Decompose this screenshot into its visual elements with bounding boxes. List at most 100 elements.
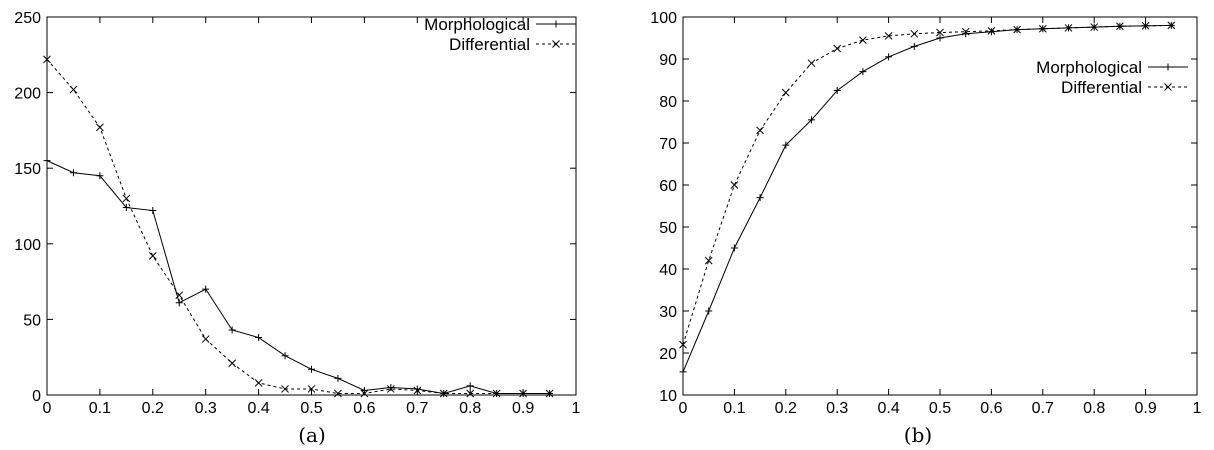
data-point-differential-a xyxy=(122,194,131,203)
x-tick-label-a: 0.5 xyxy=(300,400,322,417)
x-tick-label-b: 0.9 xyxy=(1134,400,1156,417)
y-tick-label-b: 20 xyxy=(659,346,677,363)
y-tick-label-b: 10 xyxy=(659,388,677,405)
x-tick-label-a: 1 xyxy=(572,400,581,417)
data-point-differential-b xyxy=(1064,24,1073,32)
data-point-differential-a xyxy=(228,359,237,368)
data-point-morphological-a xyxy=(413,385,421,393)
data-point-morphological-b xyxy=(910,42,918,50)
data-point-morphological-b xyxy=(987,28,995,36)
x-tick-label-b: 0 xyxy=(679,400,688,417)
caption-a: (a) xyxy=(298,423,326,447)
y-tick-label-b: 60 xyxy=(659,178,677,195)
y-tick-label-b: 50 xyxy=(659,220,677,237)
data-point-differential-b xyxy=(859,36,867,44)
chart-a: 0 50 100 150 200 250 0 0.1 0.2 0.3 0.4 0.5 0.6 0.7 0.8… xyxy=(14,10,580,417)
data-point-morphological-b xyxy=(833,87,841,94)
legend-label-differential-a: Differential xyxy=(449,35,530,54)
data-point-differential-a xyxy=(545,389,554,398)
y-tick-label-a: 0 xyxy=(32,388,41,405)
x-tick-label-b: 1 xyxy=(1193,400,1202,417)
data-point-differential-a xyxy=(175,291,184,300)
data-point-differential-b xyxy=(730,181,739,189)
legend-label-differential-b: Differential xyxy=(1061,78,1142,97)
data-point-differential-a xyxy=(334,389,342,398)
data-point-differential-a xyxy=(492,389,501,398)
data-point-differential-a xyxy=(413,386,422,395)
data-point-differential-b xyxy=(807,59,816,68)
x-tick-label-a: 0.1 xyxy=(89,400,111,417)
x-tick-label-b: 0.2 xyxy=(775,400,797,417)
series-line-morphological-b xyxy=(682,24,1172,373)
y-tick-label-a: 250 xyxy=(14,10,41,27)
y-tick-label-a: 150 xyxy=(14,161,41,178)
data-point-differential-b xyxy=(1167,21,1176,30)
series-line-differential-a xyxy=(46,59,550,394)
y-tick-label-a: 200 xyxy=(14,86,41,103)
data-point-morphological-b xyxy=(756,194,764,202)
data-point-morphological-a xyxy=(466,382,474,390)
data-point-differential-b xyxy=(987,27,996,35)
data-point-differential-a xyxy=(386,385,395,393)
y-tick-label-b: 40 xyxy=(659,262,677,279)
data-point-morphological-a xyxy=(334,374,342,382)
x-tick-label-a: 0.9 xyxy=(512,400,534,417)
data-point-differential-a xyxy=(148,252,157,260)
data-point-morphological-b xyxy=(679,368,687,376)
y-tick-label-b: 30 xyxy=(659,304,677,321)
data-point-morphological-b xyxy=(936,34,944,42)
x-tick-label-b: 0.6 xyxy=(980,400,1002,417)
data-point-differential-b xyxy=(756,126,764,135)
legend-marker-morphological-b xyxy=(1164,63,1172,71)
data-point-morphological-b xyxy=(782,141,790,149)
data-point-differential-b xyxy=(781,88,790,97)
y-tick-label-b: 80 xyxy=(659,94,677,111)
x-tick-label-a: 0 xyxy=(43,400,52,417)
x-tick-label-b: 0.1 xyxy=(723,400,745,417)
x-tick-label-a: 0.4 xyxy=(247,400,269,417)
data-point-differential-a xyxy=(96,123,104,132)
data-point-differential-b xyxy=(833,44,842,53)
series-line-differential-b xyxy=(682,24,1172,345)
data-point-differential-b xyxy=(704,256,713,265)
data-point-differential-a xyxy=(307,385,316,393)
data-point-morphological-a xyxy=(387,383,395,391)
data-point-morphological-a xyxy=(281,352,289,360)
data-point-differential-a xyxy=(360,389,369,398)
data-point-differential-b xyxy=(884,32,893,40)
data-point-differential-a xyxy=(254,379,263,387)
data-point-differential-a xyxy=(201,335,210,343)
data-point-differential-b xyxy=(679,340,687,349)
data-point-morphological-a xyxy=(69,169,77,177)
data-point-morphological-a xyxy=(43,157,51,165)
data-point-differential-a xyxy=(466,389,475,398)
x-tick-label-a: 0.8 xyxy=(459,400,481,417)
data-point-differential-a xyxy=(281,385,289,393)
data-point-differential-b xyxy=(910,29,919,38)
x-tick-label-b: 0.3 xyxy=(826,400,848,417)
legend-marker-differential-a xyxy=(552,40,560,48)
data-point-morphological-b xyxy=(885,53,893,61)
series-line-morphological-a xyxy=(46,160,550,395)
x-tick-label-a: 0.6 xyxy=(353,400,375,417)
legend-label-morphological-a: Morphological xyxy=(424,15,530,34)
data-point-differential-b xyxy=(1090,23,1099,31)
caption-b: (b) xyxy=(904,423,932,447)
data-point-differential-b xyxy=(1038,24,1047,33)
x-tick-label-b: 0.7 xyxy=(1032,400,1054,417)
data-point-morphological-a xyxy=(96,172,104,180)
data-point-differential-b xyxy=(1116,22,1124,31)
data-point-morphological-a xyxy=(175,299,183,307)
data-point-differential-a xyxy=(69,85,78,94)
x-tick-label-a: 0.2 xyxy=(142,400,164,417)
y-tick-label-b: 90 xyxy=(659,52,677,69)
legend-label-morphological-b: Morphological xyxy=(1036,58,1142,77)
x-tick-label-a: 0.7 xyxy=(406,400,428,417)
x-tick-label-a: 0.3 xyxy=(195,400,217,417)
data-point-morphological-b xyxy=(730,244,738,252)
data-point-differential-b xyxy=(961,27,970,36)
data-point-differential-a xyxy=(519,389,527,398)
y-tick-label-a: 100 xyxy=(14,237,41,254)
data-point-morphological-a xyxy=(149,207,157,215)
data-point-morphological-a xyxy=(228,326,236,334)
